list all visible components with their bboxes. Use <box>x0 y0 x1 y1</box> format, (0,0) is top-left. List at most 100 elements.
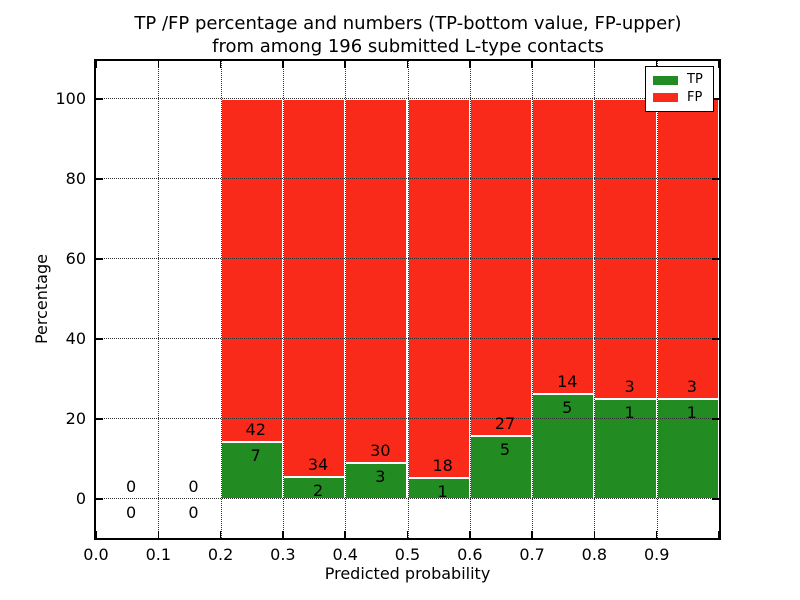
bar-segment-fp <box>532 99 595 394</box>
y-tick-mark <box>96 258 103 260</box>
x-tick-mark <box>593 531 596 538</box>
y-tick-label: 100 <box>55 89 86 108</box>
x-tick-mark <box>95 531 97 538</box>
y-tick-mark <box>96 98 103 100</box>
tp-count-annotation: 5 <box>499 440 511 460</box>
stacked-bar <box>656 99 719 499</box>
fp-count-annotation: 34 <box>307 454 329 474</box>
x-tick-mark <box>344 531 346 538</box>
x-tick-label: 0.8 <box>581 545 608 564</box>
gridline-vertical <box>656 61 658 538</box>
y-tick-mark <box>712 338 719 340</box>
bar-segment-tp <box>220 441 283 499</box>
bar-segment-fp <box>407 99 470 478</box>
y-tick-label: 0 <box>75 489 86 508</box>
tp-count-annotation: 5 <box>562 397 573 417</box>
gridline-vertical <box>345 61 347 538</box>
x-tick-mark <box>593 61 596 68</box>
x-tick-label: 0.9 <box>643 545 670 564</box>
fp-count-annotation: 30 <box>370 440 391 460</box>
x-tick-mark <box>655 61 658 68</box>
chart-title-line1: TP /FP percentage and numbers (TP-bottom… <box>134 13 682 34</box>
tp-count-annotation: 2 <box>312 480 324 500</box>
plot-area: Predicted probability 0 0 0 0 42 7 34 2 30 3 18 1 27… <box>55 59 721 583</box>
x-tick-mark <box>282 61 284 68</box>
chart-title-line2: from among 196 submitted L-type contacts <box>212 36 604 57</box>
y-tick-mark <box>712 98 719 100</box>
bar-segment-fp <box>469 99 533 437</box>
bar-segment-fp <box>220 99 283 442</box>
stacked-bar <box>407 99 470 499</box>
y-tick-label: 80 <box>65 169 86 188</box>
x-tick-mark <box>282 531 284 538</box>
x-tick-mark <box>95 61 97 68</box>
y-tick-label: 20 <box>65 409 86 428</box>
fp-count-annotation: 3 <box>686 377 697 396</box>
x-tick-mark <box>655 531 658 538</box>
bar-segment-fp <box>594 99 657 399</box>
x-tick-mark <box>531 61 533 68</box>
x-tick-mark <box>469 61 471 68</box>
x-tick-label: 0.4 <box>332 545 358 564</box>
fp-count-annotation: 27 <box>494 414 516 434</box>
tp-count-annotation: 0 <box>126 503 137 522</box>
y-tick-label: 40 <box>65 329 86 348</box>
stacked-bar <box>469 99 533 499</box>
bar-segment-fp <box>345 99 408 463</box>
gridline-vertical <box>220 61 222 538</box>
x-tick-mark <box>718 61 720 68</box>
fp-count-annotation: 18 <box>432 455 453 475</box>
legend: TP FP <box>645 66 714 112</box>
y-tick-mark <box>96 498 103 500</box>
y-tick-mark <box>712 178 719 180</box>
tp-count-annotation: 0 <box>188 503 199 522</box>
gridline-vertical <box>532 61 534 538</box>
legend-label-tp: TP <box>687 72 703 88</box>
x-tick-mark <box>469 531 471 538</box>
tp-count-annotation: 3 <box>375 466 386 486</box>
x-tick-mark <box>219 531 222 538</box>
x-tick-mark <box>157 531 160 538</box>
legend-entry-fp: FP <box>653 89 706 105</box>
y-tick-mark <box>96 338 103 340</box>
fp-count-annotation: 3 <box>624 377 635 396</box>
gridline-vertical <box>407 61 409 538</box>
x-tick-mark <box>531 531 533 538</box>
fp-count-annotation: 0 <box>126 477 137 496</box>
fp-count-annotation: 0 <box>188 477 199 496</box>
gridline-vertical <box>469 61 471 538</box>
x-tick-mark <box>406 61 409 68</box>
tp-count-annotation: 7 <box>250 445 261 465</box>
x-axis-label: Predicted probability <box>324 564 491 583</box>
x-tick-mark <box>344 61 346 68</box>
fp-count-annotation: 14 <box>557 371 578 391</box>
bar-segment-fp <box>282 99 346 477</box>
x-tick-label: 0.0 <box>83 545 109 564</box>
tp-swatch-icon <box>653 75 678 85</box>
x-tick-label: 0.5 <box>394 545 421 564</box>
bar-segment-fp <box>656 99 719 399</box>
x-tick-mark <box>219 61 222 68</box>
tp-count-annotation: 1 <box>686 403 697 422</box>
stacked-bar <box>282 99 346 499</box>
x-tick-mark <box>718 531 720 538</box>
stacked-bar <box>220 99 283 499</box>
x-tick-mark <box>157 61 160 68</box>
chart-title: TP /FP percentage and numbers (TP-bottom… <box>0 12 800 58</box>
gridline-vertical <box>282 61 284 538</box>
stacked-bar <box>594 99 657 499</box>
y-tick-mark <box>96 418 103 420</box>
x-tick-label: 0.6 <box>457 545 483 564</box>
x-tick-label: 0.3 <box>270 545 296 564</box>
x-tick-label: 0.2 <box>207 545 234 564</box>
x-tick-label: 0.1 <box>145 545 172 564</box>
legend-entry-tp: TP <box>653 73 706 87</box>
fp-count-annotation: 42 <box>245 419 266 439</box>
y-tick-mark <box>96 178 103 180</box>
y-tick-mark <box>712 258 719 260</box>
bar-segment-tp <box>532 393 595 499</box>
x-tick-mark <box>406 531 409 538</box>
tp-count-annotation: 1 <box>437 481 448 501</box>
legend-label-fp: FP <box>687 89 703 105</box>
